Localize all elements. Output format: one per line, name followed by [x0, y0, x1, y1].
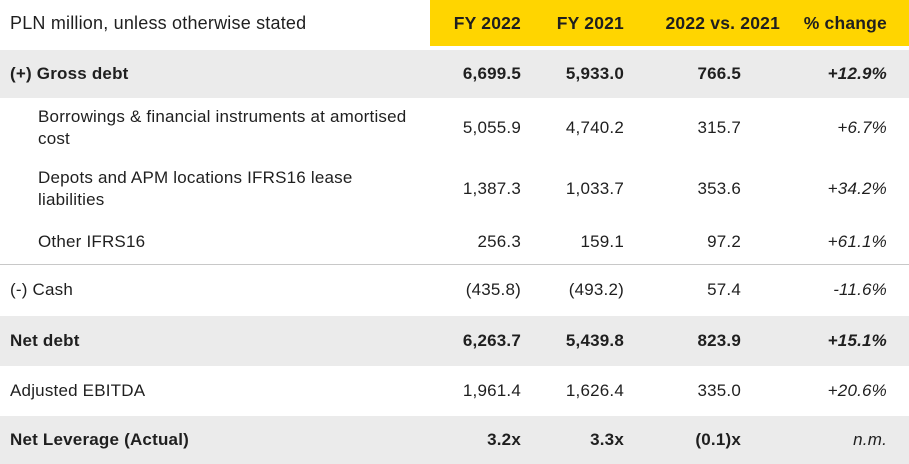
col-header-fy2022: FY 2022	[430, 0, 530, 49]
table-row-depots-apm: Depots and APM locations IFRS16 lease li…	[0, 158, 909, 220]
cell-fy2021: (493.2)	[530, 263, 634, 316]
cell-change: 315.7	[697, 117, 741, 137]
row-label: (-) Cash	[0, 263, 430, 316]
cell-pct-change: +20.6%	[827, 380, 887, 400]
cell-change: 57.4	[634, 263, 784, 316]
cell-fy2021: 1,626.4	[565, 380, 624, 400]
cell-fy2022: 256.3	[477, 231, 521, 251]
col-header-change: 2022 vs. 2021	[634, 0, 784, 49]
cell-change: 766.5	[634, 46, 784, 98]
cell-fy2021: 1,033.7	[565, 178, 624, 198]
cell-fy2022: 3.2x	[430, 416, 530, 464]
col-header-pct-change: % change	[784, 0, 909, 49]
cell-pct-change: +12.9%	[784, 46, 909, 98]
cell-fy2021: 5,933.0	[530, 46, 634, 98]
table-row-adjusted-ebitda: Adjusted EBITDA 1,961.4 1,626.4 335.0 +2…	[0, 366, 909, 416]
table-row-other-ifrs16: Other IFRS16 256.3 159.1 97.2 +61.1%	[0, 220, 909, 264]
cell-fy2021: 159.1	[580, 231, 624, 251]
row-label: Net Leverage (Actual)	[0, 416, 430, 464]
table-row-net-debt: Net debt 6,263.7 5,439.8 823.9 +15.1%	[0, 316, 909, 366]
cell-fy2022: (435.8)	[430, 263, 530, 316]
cell-pct-change: n.m.	[784, 416, 909, 464]
cell-fy2022: 5,055.9	[462, 117, 521, 137]
cell-pct-change: -11.6%	[784, 263, 909, 316]
cell-pct-change: +6.7%	[837, 117, 887, 137]
table-row-gross-debt: (+) Gross debt 6,699.5 5,933.0 766.5 +12…	[0, 46, 909, 98]
row-label: Adjusted EBITDA	[10, 380, 146, 400]
cell-pct-change: +34.2%	[827, 178, 887, 198]
table-row-cash: (-) Cash (435.8) (493.2) 57.4 -11.6%	[0, 263, 909, 316]
cell-fy2021: 4,740.2	[565, 117, 624, 137]
cell-fy2022: 1,387.3	[462, 178, 521, 198]
cell-change: 97.2	[707, 231, 741, 251]
col-header-fy2021: FY 2021	[530, 0, 634, 49]
table-row-net-leverage: Net Leverage (Actual) 3.2x 3.3x (0.1)x n…	[0, 416, 909, 464]
row-label: Net debt	[0, 316, 430, 366]
cell-change: (0.1)x	[634, 416, 784, 464]
cell-change: 353.6	[697, 178, 741, 198]
row-label: (+) Gross debt	[0, 46, 430, 98]
row-label: Depots and APM locations IFRS16 lease li…	[38, 167, 353, 209]
table-row-borrowings: Borrowings & financial instruments at am…	[0, 98, 909, 158]
cell-pct-change: +15.1%	[784, 316, 909, 366]
cell-change: 335.0	[697, 380, 741, 400]
cell-fy2021: 5,439.8	[530, 316, 634, 366]
cell-fy2021: 3.3x	[530, 416, 634, 464]
cell-pct-change: +61.1%	[827, 231, 887, 251]
cell-fy2022: 6,699.5	[430, 46, 530, 98]
row-label: Borrowings & financial instruments at am…	[38, 106, 407, 148]
cell-fy2022: 6,263.7	[430, 316, 530, 366]
cell-change: 823.9	[634, 316, 784, 366]
cell-fy2022: 1,961.4	[462, 380, 521, 400]
table-caption: PLN million, unless otherwise stated	[0, 0, 430, 49]
table-header-row: PLN million, unless otherwise stated FY …	[0, 0, 909, 49]
row-label: Other IFRS16	[38, 231, 146, 251]
